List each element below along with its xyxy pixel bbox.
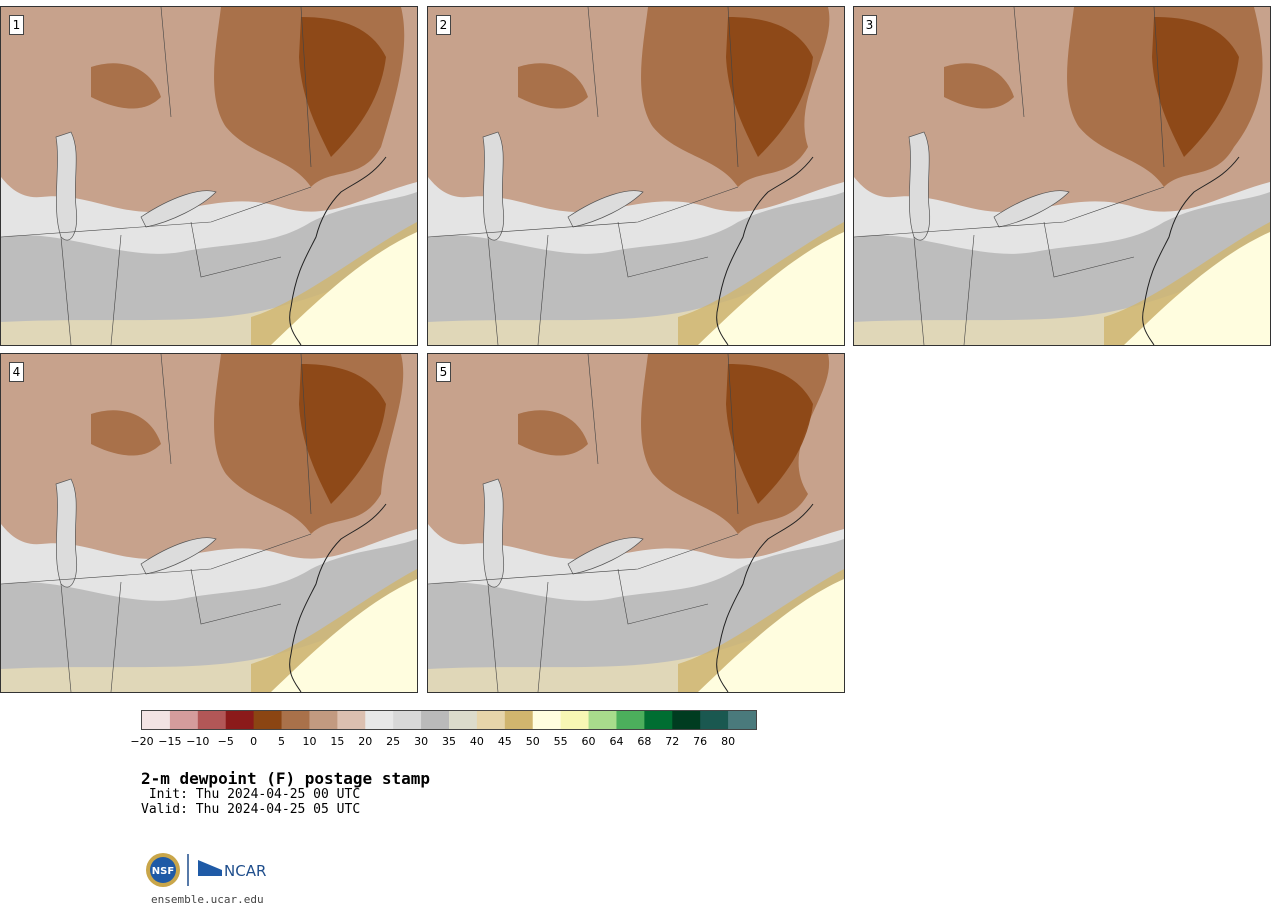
colorbar-swatch xyxy=(393,711,422,729)
panel-number: 5 xyxy=(436,362,451,382)
colorbar-tick-label: 25 xyxy=(386,735,401,748)
colorbar xyxy=(141,710,757,730)
dewpoint-map xyxy=(1,7,417,345)
dewpoint-map xyxy=(428,354,844,692)
dewpoint-map xyxy=(854,7,1270,345)
map-panel-1: 1 xyxy=(0,6,418,346)
footer-url: ensemble.ucar.edu xyxy=(151,893,264,906)
colorbar-tick-label: 0 xyxy=(250,735,258,748)
colorbar-tick-label: 20 xyxy=(358,735,373,748)
colorbar-tick-label: 15 xyxy=(330,735,345,748)
ncar-logo-text: NCAR xyxy=(224,862,266,880)
colorbar-tick-label: −15 xyxy=(158,735,182,748)
colorbar-tick-label: −10 xyxy=(186,735,210,748)
colorbar-swatch xyxy=(560,711,590,729)
colorbar-tick-label: 45 xyxy=(497,735,512,748)
colorbar-swatch xyxy=(225,711,255,729)
colorbar-swatch xyxy=(672,711,701,729)
map-panel-5: 5 xyxy=(427,353,845,693)
colorbar-tick-label: 5 xyxy=(278,735,286,748)
colorbar-swatch xyxy=(504,711,534,729)
logos: NSF NCAR xyxy=(146,853,266,887)
map-panel-2: 2 xyxy=(427,6,845,346)
colorbar-tick-label: 50 xyxy=(525,735,540,748)
colorbar-tick-label: 35 xyxy=(442,735,456,748)
map-panel-4: 4 xyxy=(0,353,418,693)
colorbar-tick-label: 64 xyxy=(609,735,624,748)
init-time: Init: Thu 2024-04-25 00 UTC xyxy=(141,787,361,802)
map-panel-3: 3 xyxy=(853,6,1271,346)
dewpoint-map xyxy=(428,7,844,345)
colorbar-swatch xyxy=(309,711,338,729)
colorbar-swatch xyxy=(365,711,394,729)
panel-number: 1 xyxy=(9,15,24,35)
colorbar-swatch xyxy=(588,711,617,729)
colorbar-swatch xyxy=(281,711,310,729)
colorbar-swatch xyxy=(449,711,478,729)
colorbar-swatch xyxy=(644,711,673,729)
colorbar-swatch xyxy=(197,711,227,729)
colorbar-tick-label: 40 xyxy=(469,735,484,748)
panel-number: 4 xyxy=(9,362,24,382)
colorbar-swatch xyxy=(616,711,645,729)
ncar-logo: NCAR xyxy=(198,860,266,880)
colorbar-tick-label: 30 xyxy=(414,735,429,748)
colorbar-swatch xyxy=(253,711,283,729)
panel-number: 3 xyxy=(862,15,877,35)
valid-time: Valid: Thu 2024-04-25 05 UTC xyxy=(141,802,361,817)
colorbar-swatch xyxy=(421,711,450,729)
nsf-logo-text: NSF xyxy=(152,866,174,877)
colorbar-swatch xyxy=(700,711,729,729)
colorbar-swatch xyxy=(337,711,366,729)
page-title: 2-m dewpoint (F) postage stamp xyxy=(141,769,430,788)
colorbar-tick-label: 10 xyxy=(302,735,317,748)
colorbar-swatch xyxy=(532,711,562,729)
colorbar-swatch xyxy=(142,711,171,729)
colorbar-tick-label: −5 xyxy=(217,735,234,748)
panel-number: 2 xyxy=(436,15,451,35)
colorbar-swatch xyxy=(728,711,757,729)
colorbar-tick-label: 55 xyxy=(553,735,568,748)
colorbar-tick-label: 60 xyxy=(581,735,596,748)
dewpoint-map xyxy=(1,354,417,692)
nsf-logo: NSF xyxy=(146,853,180,887)
colorbar-tick-label: −20 xyxy=(130,735,154,748)
colorbar-swatch xyxy=(169,711,199,729)
colorbar-tick-label: 72 xyxy=(665,735,680,748)
colorbar-tick-label: 80 xyxy=(721,735,736,748)
colorbar-tick-label: 76 xyxy=(693,735,708,748)
colorbar-tick-label: 68 xyxy=(637,735,652,748)
colorbar-swatch xyxy=(476,711,506,729)
